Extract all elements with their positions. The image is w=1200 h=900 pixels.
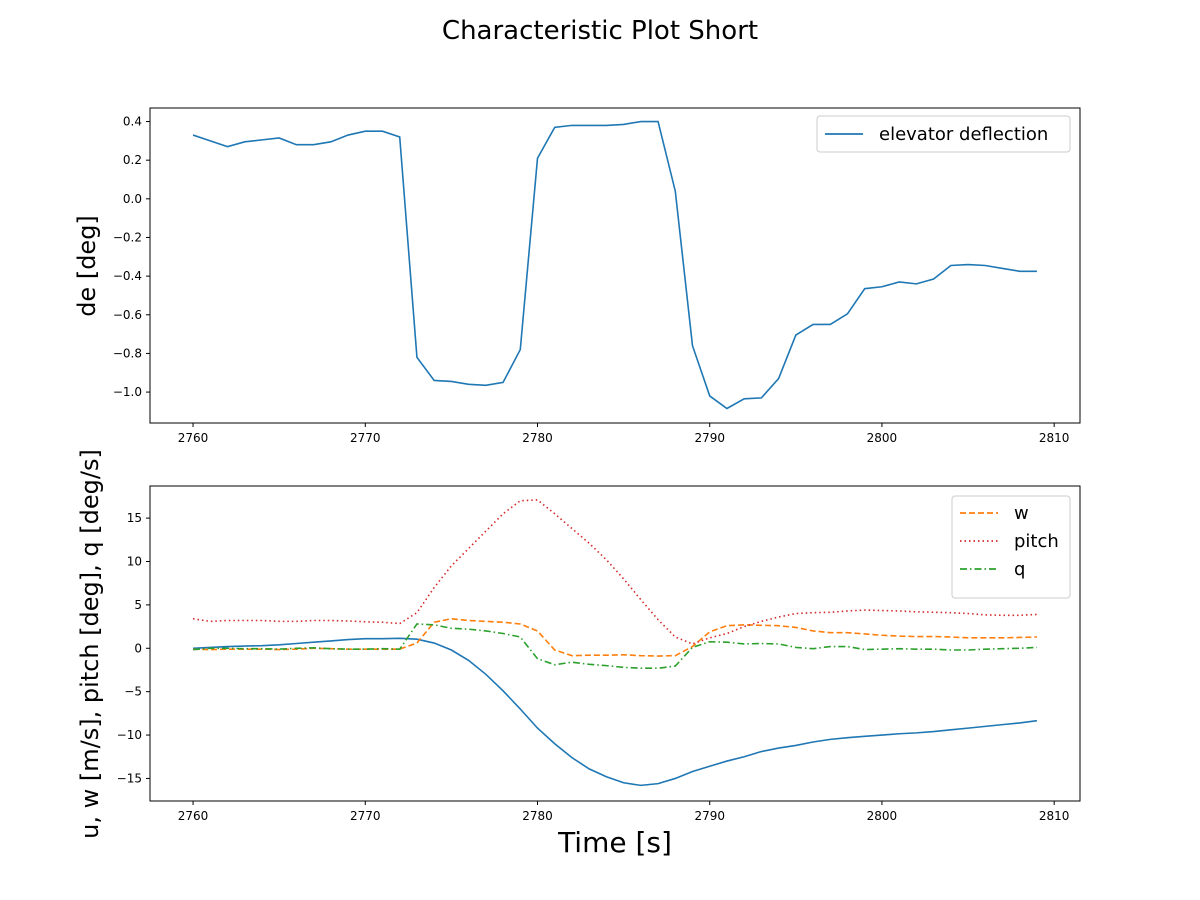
y-tick-label: 0.0 xyxy=(123,192,142,206)
series-line-elevator-deflection xyxy=(192,120,1037,410)
x-tick-label: 2790 xyxy=(694,809,725,823)
x-tick-label: 2760 xyxy=(178,431,209,445)
legend-label: q xyxy=(1014,559,1025,580)
y-tick-label: 0 xyxy=(134,641,142,655)
y-tick-label: −0.4 xyxy=(113,269,142,283)
x-tick-label: 2790 xyxy=(694,431,725,445)
chart-title: Characteristic Plot Short xyxy=(442,16,758,46)
x-axis-label: Time [s] xyxy=(557,826,672,859)
series-line-w xyxy=(193,617,1037,657)
legend-label: w xyxy=(1014,503,1029,524)
y-tick-label: −0.8 xyxy=(113,346,142,360)
legend-label: elevator deflection xyxy=(879,124,1048,145)
series-line-q xyxy=(192,623,1037,670)
y-tick-label: −0.6 xyxy=(113,308,142,322)
x-tick-label: 2810 xyxy=(1039,809,1070,823)
x-tick-label: 2780 xyxy=(522,431,553,445)
y-tick-label: −10 xyxy=(117,728,142,742)
y-tick-label: 15 xyxy=(127,511,142,525)
axes-frame xyxy=(149,107,1081,424)
bottom-panel: 2760 2770 2780 2790 2800 2810 15 10 5 0 −5 −10 −15 u,… xyxy=(76,449,1081,839)
y-tick-label: −15 xyxy=(117,771,142,785)
y-tick-label: −1.0 xyxy=(113,385,142,399)
series-line-0 xyxy=(193,637,1038,787)
legend-box xyxy=(951,495,1071,599)
y-tick-label: 5 xyxy=(134,598,142,612)
y-tick-label: −0.2 xyxy=(113,230,142,244)
y-axis-label: u, w [m/s], pitch [deg], q [deg/s] xyxy=(76,449,104,839)
x-tick-label: 2770 xyxy=(350,809,381,823)
x-tick-label: 2780 xyxy=(522,809,553,823)
x-tick-label: 2770 xyxy=(350,431,381,445)
x-tick-label: 2810 xyxy=(1039,431,1070,445)
x-tick-label: 2800 xyxy=(867,431,898,445)
y-tick-label: 0.2 xyxy=(123,153,142,167)
top-panel: 2760 2770 2780 2790 2800 2810 0.4 0.2 0.0 −0.2 −0.… xyxy=(73,107,1081,445)
y-tick-label: 0.4 xyxy=(123,115,142,129)
series-line-pitch xyxy=(192,499,1037,645)
legend: w pitch q xyxy=(951,495,1071,599)
legend: elevator deflection xyxy=(816,115,1071,153)
legend-box xyxy=(816,115,1071,153)
x-tick-label: 2800 xyxy=(867,809,898,823)
y-tick-label: 10 xyxy=(127,554,142,568)
y-tick-label: −5 xyxy=(124,685,142,699)
x-tick-label: 2760 xyxy=(178,809,209,823)
y-axis-label: de [deg] xyxy=(73,215,101,317)
axes-frame xyxy=(149,485,1081,802)
legend-label: pitch xyxy=(1014,531,1059,552)
